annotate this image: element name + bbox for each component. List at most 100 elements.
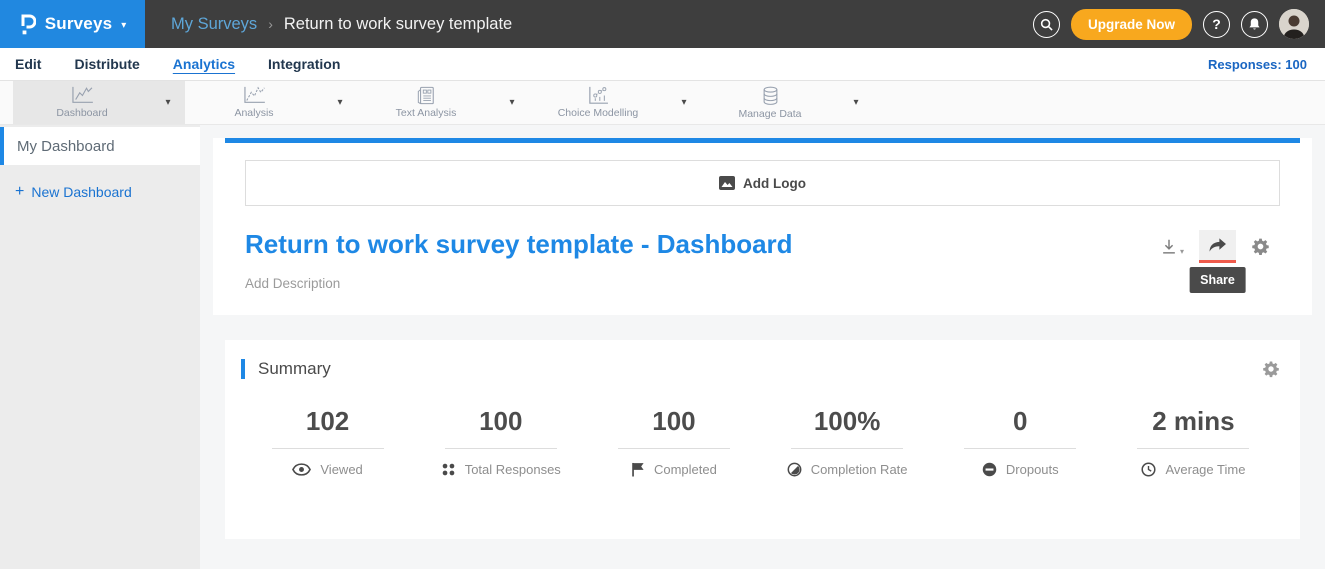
search-button[interactable] — [1032, 10, 1060, 38]
metric-completion-rate: 100% Completion Rate — [761, 406, 934, 477]
metric-average-time: 2 mins Average Time — [1107, 406, 1280, 477]
avatar[interactable] — [1279, 9, 1309, 39]
responses-count[interactable]: Responses: 100 — [1208, 56, 1307, 72]
download-button[interactable]: ▾ — [1160, 238, 1184, 256]
summary-metrics: 102 Viewed 100 — [241, 406, 1280, 477]
divider — [1137, 448, 1250, 449]
app-header: Surveys ▾ My Surveys › Return to work su… — [0, 0, 1325, 48]
eye-icon — [292, 463, 312, 476]
metric-total-responses: 100 Total Responses — [414, 406, 587, 477]
accent-bar — [225, 138, 1300, 143]
add-logo-label: Add Logo — [743, 175, 806, 191]
chevron-down-icon: ▾ — [121, 19, 127, 31]
gear-icon — [1251, 237, 1270, 256]
notifications-button[interactable] — [1241, 10, 1268, 38]
text-analysis-icon — [416, 86, 436, 105]
dashboard-title[interactable]: Return to work survey template - Dashboa… — [245, 229, 793, 259]
minus-circle-icon — [982, 462, 997, 477]
breadcrumb-current-survey: Return to work survey template — [283, 14, 513, 33]
toolbar-item-analysis[interactable]: Analysis ▾ — [185, 81, 357, 124]
share-button[interactable]: Share — [1189, 230, 1246, 293]
toolbar-label: Text Analysis — [395, 107, 457, 119]
bell-icon — [1248, 17, 1261, 31]
sidebar-item-label: My Dashboard — [17, 137, 115, 155]
chevron-down-icon: ▾ — [1179, 246, 1184, 256]
toolbar-label: Choice Modelling — [557, 107, 639, 119]
metric-value: 102 — [305, 406, 350, 436]
chevron-down-icon[interactable]: ▾ — [509, 97, 515, 108]
divider — [964, 448, 1077, 449]
brand-logo-icon — [19, 12, 36, 36]
summary-title: Summary — [241, 359, 331, 379]
share-icon — [1208, 237, 1227, 253]
dashboard-settings-button[interactable] — [1251, 237, 1270, 256]
metric-label: Total Responses — [464, 462, 561, 477]
divider — [791, 448, 904, 449]
clock-icon — [1141, 462, 1156, 477]
tab-distribute[interactable]: Distribute — [74, 56, 140, 72]
dashboard-sidebar: My Dashboard + New Dashboard — [0, 125, 200, 569]
toolbar-item-dashboard[interactable]: Dashboard ▾ — [13, 81, 185, 124]
download-icon — [1160, 238, 1178, 256]
metric-label: Average Time — [1165, 462, 1246, 477]
chevron-down-icon[interactable]: ▾ — [853, 97, 859, 108]
toolbar-item-manage-data[interactable]: Manage Data ▾ — [701, 81, 873, 124]
breadcrumb-my-surveys[interactable]: My Surveys — [171, 14, 258, 33]
share-tooltip: Share — [1189, 267, 1246, 293]
divider — [271, 448, 384, 449]
gear-icon — [1262, 360, 1280, 378]
image-icon — [719, 176, 735, 190]
chevron-down-icon[interactable]: ▾ — [337, 97, 343, 108]
flag-icon — [631, 462, 645, 477]
summary-card: Summary 102 Viewed — [225, 340, 1300, 539]
survey-nav: Edit Distribute Analytics Integration Re… — [0, 48, 1325, 80]
toolbar-item-choice-modelling[interactable]: Choice Modelling ▾ — [529, 81, 701, 124]
add-logo-button[interactable]: Add Logo — [245, 160, 1280, 206]
dashboard-chart-icon — [70, 86, 94, 105]
metric-viewed: 102 Viewed — [241, 406, 414, 477]
toolbar-item-text-analysis[interactable]: Text Analysis ▾ — [357, 81, 529, 124]
dashboard-actions: ▾ Share — [1160, 226, 1270, 293]
content-area: My Dashboard + New Dashboard Add Logo Re… — [0, 125, 1325, 569]
brand-menu[interactable]: Surveys ▾ — [0, 0, 145, 48]
metric-value: 100 — [479, 406, 523, 436]
choice-modelling-icon — [587, 86, 609, 105]
toolbar-label: Dashboard — [56, 107, 108, 119]
toolbar-label: Manage Data — [738, 107, 802, 120]
metric-value: 2 mins — [1152, 406, 1235, 436]
toolbar-label: Analysis — [234, 107, 274, 119]
metric-dropouts: 0 Dropouts — [934, 406, 1107, 477]
metric-label: Viewed — [320, 462, 363, 477]
analytics-toolbar: Dashboard ▾ Analysis ▾ Text Analysis ▾ C… — [0, 80, 1325, 125]
database-icon — [761, 86, 780, 106]
header-actions: Upgrade Now ? — [1032, 0, 1325, 48]
new-dashboard-button[interactable]: + New Dashboard — [15, 184, 200, 201]
search-icon — [1040, 18, 1053, 31]
upgrade-now-button[interactable]: Upgrade Now — [1070, 8, 1192, 40]
new-dashboard-label: New Dashboard — [31, 184, 132, 200]
help-button[interactable]: ? — [1203, 10, 1230, 38]
breadcrumb-separator-icon: › — [268, 16, 273, 32]
add-description-button[interactable]: Add Description — [245, 276, 341, 291]
summary-settings-button[interactable] — [1262, 360, 1280, 378]
brand-label: Surveys — [44, 14, 113, 33]
completion-contrast-icon — [787, 462, 802, 477]
chevron-down-icon[interactable]: ▾ — [165, 97, 171, 108]
metric-value: 0 — [1013, 406, 1028, 436]
metric-label: Dropouts — [1005, 462, 1059, 477]
tab-edit[interactable]: Edit — [15, 56, 42, 72]
metric-label: Completion Rate — [810, 462, 908, 477]
metric-value: 100% — [813, 406, 881, 436]
metric-completed: 100 Completed — [587, 406, 760, 477]
divider — [617, 448, 730, 449]
divider — [444, 448, 557, 449]
tab-analytics[interactable]: Analytics — [172, 56, 236, 72]
metric-value: 100 — [652, 406, 696, 436]
dashboard-header-panel: Add Logo Return to work survey template … — [213, 138, 1312, 315]
tab-integration[interactable]: Integration — [268, 56, 341, 72]
chevron-down-icon[interactable]: ▾ — [681, 97, 687, 108]
breadcrumb: My Surveys › Return to work survey templ… — [171, 0, 512, 48]
sidebar-item-my-dashboard[interactable]: My Dashboard — [0, 127, 200, 165]
metric-label: Completed — [653, 462, 717, 477]
dashboard-main: Add Logo Return to work survey template … — [200, 125, 1325, 569]
